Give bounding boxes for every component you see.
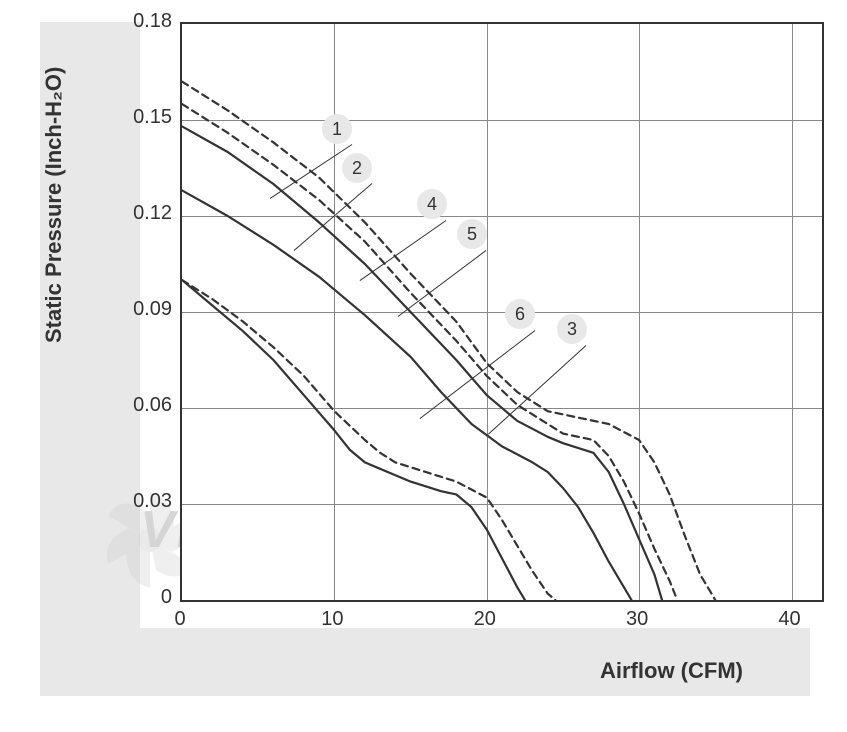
curve-label-4: 4 [417,189,447,219]
curve-curve6 [182,280,525,600]
y-tick-label: 0.12 [122,202,172,225]
y-tick-label: 0.18 [122,10,172,33]
y-tick-label: 0.03 [122,490,172,513]
x-tick-label: 30 [617,608,657,631]
x-tick-label: 20 [465,608,505,631]
y-tick-label: 0.09 [122,298,172,321]
curve-label-5: 5 [457,219,487,249]
curve-label-2: 2 [342,153,372,183]
y-tick-label: 0 [122,586,172,609]
x-tick-label: 40 [770,608,810,631]
curve-label-1: 1 [322,114,352,144]
curve-label-3: 3 [557,314,587,344]
x-tick-label: 0 [160,608,200,631]
curve-label-6: 6 [505,299,535,329]
pressure-airflow-chart: VENTEL Static Pressure (Inch-H₂O) Airflo… [40,10,830,710]
x-axis-label: Airflow (CFM) [600,658,743,684]
curve-curve4 [182,104,677,600]
curves-canvas [182,24,822,600]
curve-curve1 [182,82,715,600]
x-tick-label: 10 [312,608,352,631]
curve-curve5 [182,190,632,600]
y-tick-label: 0.06 [122,394,172,417]
y-axis-label: Static Pressure (Inch-H₂O) [41,67,67,343]
y-tick-label: 0.15 [122,106,172,129]
plot-area: 1 2 45 63 [180,22,824,602]
